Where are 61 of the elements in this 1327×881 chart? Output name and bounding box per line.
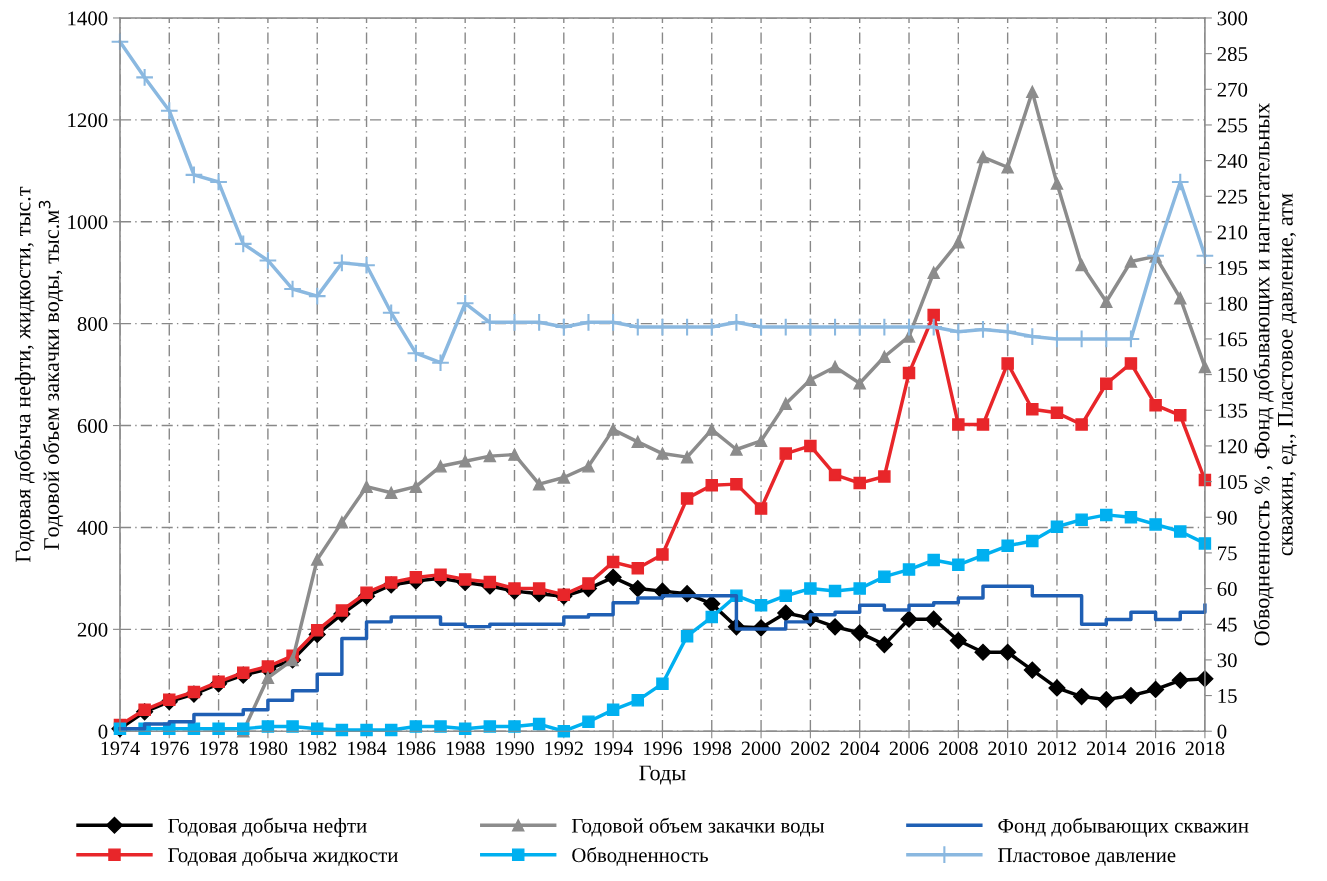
y2-tick-label: 15 <box>1218 689 1237 703</box>
y-tick-label: 1200 <box>68 113 108 128</box>
x-tick-label: 1992 <box>545 741 583 756</box>
y2-tick-label: 225 <box>1217 189 1248 204</box>
y2-tick-label: 255 <box>1217 118 1248 133</box>
legend-label: Пластовое давление <box>998 848 1176 867</box>
y2-tick-label: 195 <box>1218 261 1248 276</box>
x-tick-label: 1974 <box>101 741 140 756</box>
y2-tick-label: 180 <box>1218 296 1248 311</box>
x-tick-label: 1976 <box>150 741 189 756</box>
y2-tick-label: 300 <box>1217 11 1248 26</box>
y2-tick-label: 75 <box>1218 546 1237 561</box>
y-axis-title: Годовая добыча нефти, жидкости, тыс.т Годовой объем закачки воды, тыс.м$^{3}$ <box>14 186 64 563</box>
y2-tick-label: 165 <box>1218 332 1248 347</box>
y-tick-label: 200 <box>77 622 108 637</box>
x-tick-label: 1978 <box>200 741 238 756</box>
y2-tick-label: 135 <box>1218 403 1248 418</box>
legend-label: Годовая добыча нефти <box>168 817 367 837</box>
y-tick-label: 1400 <box>68 11 108 26</box>
x-tick-label: 1982 <box>298 741 337 756</box>
y-tick-label: 400 <box>77 520 108 535</box>
y2-tick-label: 105 <box>1218 474 1248 490</box>
legend-label: Годовой объем закачки воды <box>571 817 825 837</box>
y2-tick-label: 210 <box>1217 225 1248 240</box>
x-tick-label: 2000 <box>741 741 781 756</box>
y2-tick-label: 120 <box>1218 439 1248 454</box>
y2-tick-label: 30 <box>1217 653 1237 668</box>
y-tick-label: 600 <box>77 418 108 433</box>
x-tick-label: 1998 <box>693 741 732 756</box>
y2-tick-label: 0 <box>1217 724 1227 739</box>
x-tick-label: 2010 <box>988 741 1028 756</box>
x-tick-label: 1994 <box>594 741 633 756</box>
x-tick-label: 1984 <box>348 741 387 756</box>
y2-tick-label: 45 <box>1217 617 1237 632</box>
legend-label: Обводненность <box>572 847 708 867</box>
x-tick-label: 2014 <box>1087 741 1127 756</box>
x-tick-label: 2016 <box>1136 741 1176 756</box>
legend-label: Годовая добыча жидкости <box>168 847 398 867</box>
x-tick-label: 2002 <box>791 741 830 756</box>
y-tick-label: 800 <box>77 317 108 332</box>
y2-tick-label: 240 <box>1217 154 1248 169</box>
y2-tick-label: 150 <box>1218 367 1248 383</box>
y2-tick-label: 270 <box>1217 82 1248 97</box>
y2-tick-label: 90 <box>1217 510 1237 525</box>
x-tick-label: 2018 <box>1185 741 1225 756</box>
y2-axis-title: Обводненность % , Фонд добывающих и нагнетательных скважин, ед., Пластовое давление, атм <box>1253 103 1297 646</box>
legend-label: Фонд добывающих скважин <box>998 817 1249 837</box>
x-tick-label: 1980 <box>249 741 288 756</box>
x-tick-label: 1988 <box>446 741 485 756</box>
y2-tick-label: 285 <box>1217 47 1248 62</box>
x-tick-label: 2004 <box>840 741 880 756</box>
x-tick-label: 1990 <box>496 741 534 756</box>
y2-tick-label: 60 <box>1217 581 1237 597</box>
x-tick-label: 2006 <box>889 741 929 756</box>
x-tick-label: 1996 <box>644 741 682 756</box>
x-axis-title: Годы <box>639 765 686 785</box>
y-tick-label: 1000 <box>68 215 108 230</box>
y-tick-label: 0 <box>98 724 108 739</box>
x-tick-label: 2012 <box>1037 741 1076 756</box>
x-tick-label: 1986 <box>397 741 436 756</box>
x-tick-label: 2008 <box>939 741 978 756</box>
